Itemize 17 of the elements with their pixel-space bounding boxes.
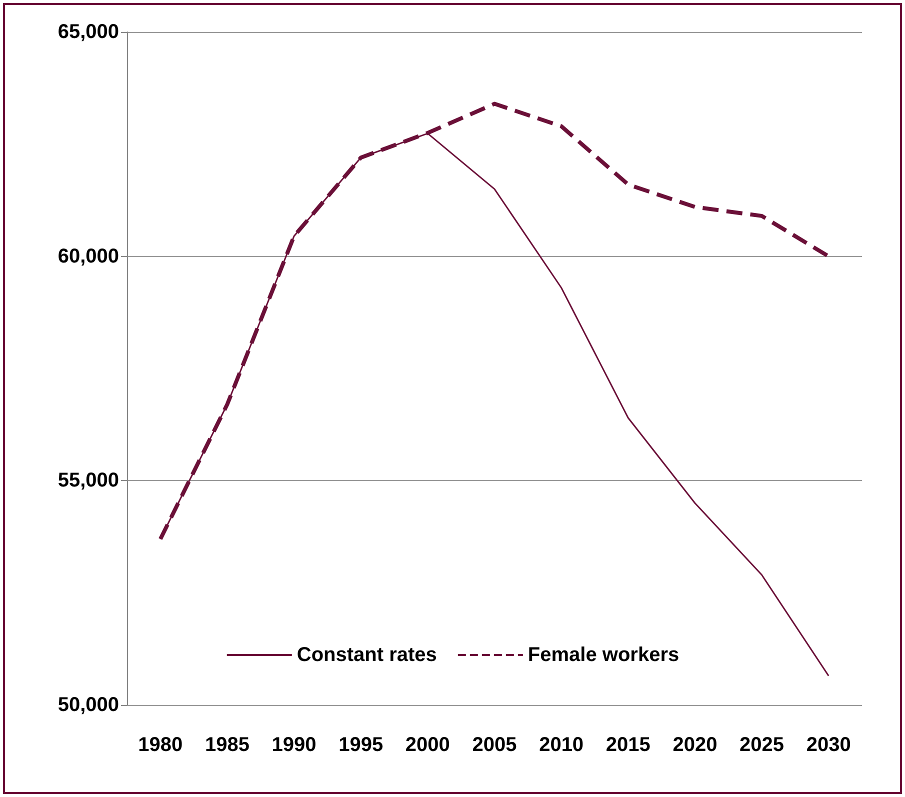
x-tick-label: 2030 <box>806 734 851 756</box>
legend-label: Constant rates <box>296 644 437 666</box>
x-tick-label: 2015 <box>606 734 650 756</box>
y-tick-label: 65,000 <box>58 21 119 43</box>
y-tick-label: 60,000 <box>58 245 119 268</box>
x-tick-label: 2000 <box>405 734 450 756</box>
x-tick-label: 1985 <box>204 734 250 756</box>
y-tick-label: 55,000 <box>58 470 119 492</box>
x-tick-label: 2020 <box>672 734 718 756</box>
legend-label: Female workers <box>528 644 680 666</box>
y-tick-label: 50,000 <box>58 694 119 716</box>
x-tick-label: 2005 <box>472 734 517 756</box>
x-tick-label: 2010 <box>539 734 584 756</box>
x-tick-label: 2025 <box>740 734 784 756</box>
x-tick-label: 1980 <box>138 734 183 756</box>
x-tick-label: 1995 <box>338 734 384 756</box>
x-tick-label: 1990 <box>272 734 316 756</box>
